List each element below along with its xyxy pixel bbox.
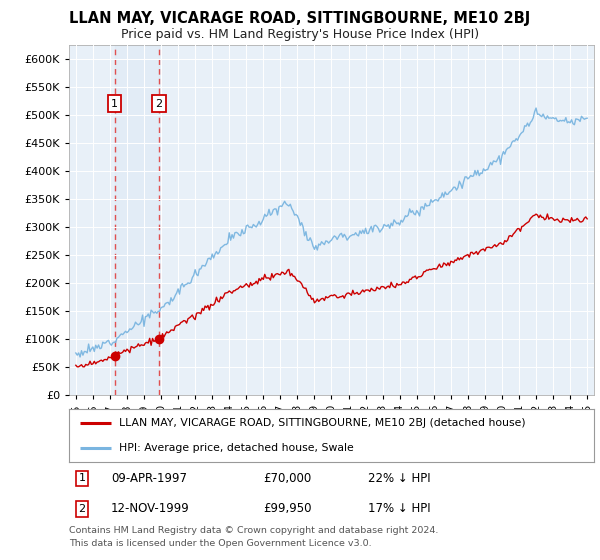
Text: 2: 2	[79, 504, 86, 514]
Text: Contains HM Land Registry data © Crown copyright and database right 2024.
This d: Contains HM Land Registry data © Crown c…	[69, 526, 439, 548]
Text: LLAN MAY, VICARAGE ROAD, SITTINGBOURNE, ME10 2BJ: LLAN MAY, VICARAGE ROAD, SITTINGBOURNE, …	[70, 11, 530, 26]
Text: £99,950: £99,950	[263, 502, 312, 515]
Text: 1: 1	[111, 99, 118, 109]
Text: 2: 2	[155, 99, 163, 109]
Text: 09-APR-1997: 09-APR-1997	[111, 472, 187, 485]
Text: HPI: Average price, detached house, Swale: HPI: Average price, detached house, Swal…	[119, 442, 353, 452]
Text: 1: 1	[79, 473, 86, 483]
Text: £70,000: £70,000	[263, 472, 311, 485]
Text: 17% ↓ HPI: 17% ↓ HPI	[368, 502, 431, 515]
Text: 12-NOV-1999: 12-NOV-1999	[111, 502, 190, 515]
Text: 22% ↓ HPI: 22% ↓ HPI	[368, 472, 431, 485]
Bar	[115, 45, 159, 395]
Text: LLAN MAY, VICARAGE ROAD, SITTINGBOURNE, ME10 2BJ (detached house): LLAN MAY, VICARAGE ROAD, SITTINGBOURNE, …	[119, 418, 526, 428]
Text: Price paid vs. HM Land Registry's House Price Index (HPI): Price paid vs. HM Land Registry's House …	[121, 28, 479, 41]
